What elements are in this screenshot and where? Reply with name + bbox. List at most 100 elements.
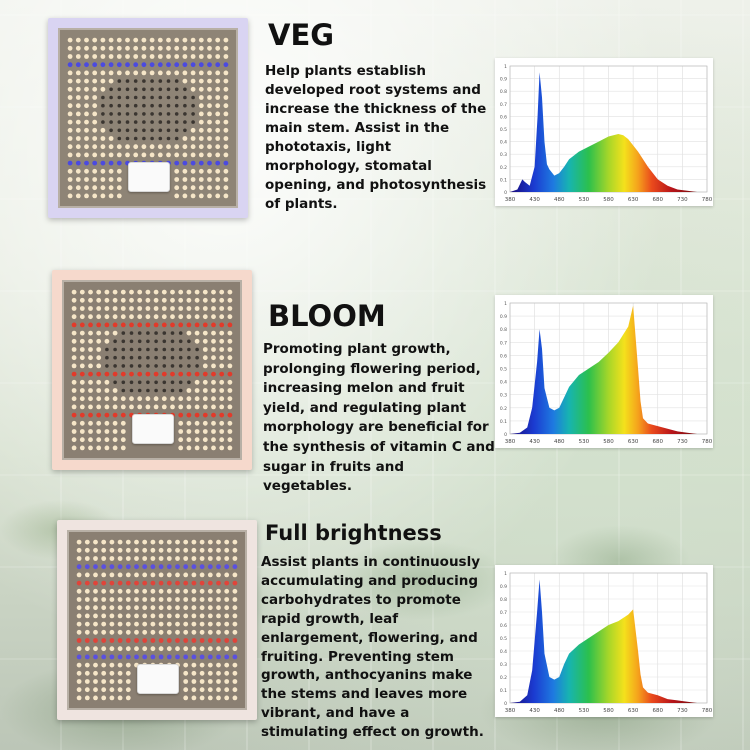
led-chip bbox=[134, 572, 139, 578]
led-chip bbox=[183, 670, 189, 676]
led-chip bbox=[109, 687, 115, 693]
led-chip bbox=[166, 621, 172, 627]
led-chip bbox=[178, 347, 183, 352]
led-chip bbox=[211, 396, 216, 402]
led-chip bbox=[170, 331, 175, 335]
led-chip bbox=[79, 322, 85, 328]
led-chip bbox=[120, 289, 126, 295]
led-chip bbox=[142, 539, 148, 545]
led-chip bbox=[93, 547, 98, 553]
led-chip bbox=[88, 445, 93, 451]
led-chip bbox=[104, 289, 110, 295]
led-chip bbox=[183, 556, 189, 561]
led-chip bbox=[216, 580, 221, 586]
led-chip bbox=[194, 445, 200, 451]
led-chip bbox=[232, 613, 238, 619]
x-tick-label: 630 bbox=[628, 439, 639, 445]
x-tick-label: 380 bbox=[505, 439, 516, 445]
led-chip bbox=[174, 95, 179, 100]
led-chip bbox=[88, 412, 93, 418]
led-chip bbox=[190, 136, 196, 141]
led-chip bbox=[175, 539, 180, 545]
led-chip bbox=[79, 306, 85, 311]
bloom-spectrum-chart: 380 430 480 530 580 630 680 730 780 0 0.1 0.2 0.3 0.4… bbox=[495, 295, 713, 448]
led-chip bbox=[75, 193, 81, 199]
led-chip bbox=[224, 580, 230, 586]
led-chip bbox=[227, 445, 233, 451]
led-chip bbox=[166, 95, 171, 100]
led-chip bbox=[154, 355, 158, 360]
led-chip bbox=[227, 330, 233, 336]
led-chip bbox=[109, 679, 115, 684]
led-chip bbox=[101, 662, 107, 668]
led-chip bbox=[71, 420, 77, 426]
led-chip bbox=[67, 160, 73, 166]
led-chip bbox=[175, 654, 180, 660]
led-chip bbox=[191, 539, 197, 545]
led-chip bbox=[84, 613, 90, 619]
led-chip bbox=[84, 127, 89, 133]
led-chip bbox=[117, 670, 123, 676]
led-chip bbox=[96, 322, 102, 328]
led-chip bbox=[199, 621, 205, 627]
led-chip bbox=[84, 185, 89, 191]
led-chip bbox=[84, 621, 90, 627]
led-chip bbox=[150, 613, 156, 619]
veg-title: VEG bbox=[268, 18, 335, 52]
led-chip bbox=[183, 654, 189, 660]
bloom-description: Promoting plant growth, prolonging flowe… bbox=[263, 341, 495, 495]
led-chip bbox=[183, 128, 187, 133]
led-chip bbox=[223, 70, 229, 76]
led-chip bbox=[195, 347, 199, 352]
led-chip bbox=[224, 679, 230, 684]
veg-description: Help plants establish developed root sys… bbox=[265, 63, 487, 212]
led-chip bbox=[67, 95, 73, 100]
x-tick-label: 430 bbox=[529, 197, 540, 203]
led-chip bbox=[117, 120, 122, 124]
led-chip bbox=[223, 54, 229, 59]
led-chip bbox=[71, 347, 77, 352]
spectrum-area bbox=[510, 305, 707, 434]
led-chip bbox=[112, 396, 118, 402]
y-tick-label: 0.5 bbox=[500, 127, 507, 133]
led-chip bbox=[198, 127, 204, 133]
x-tick-label: 530 bbox=[579, 439, 590, 445]
led-chip bbox=[101, 629, 107, 635]
led-chip bbox=[219, 306, 225, 311]
led-chip bbox=[142, 87, 146, 92]
led-chip bbox=[109, 564, 115, 570]
led-chip bbox=[116, 152, 122, 158]
led-chip bbox=[158, 621, 164, 627]
y-tick-label: 1 bbox=[504, 64, 507, 70]
led-chip bbox=[158, 597, 164, 602]
led-chip bbox=[92, 45, 98, 51]
led-chip bbox=[134, 613, 139, 619]
led-chip bbox=[207, 168, 212, 174]
led-chip bbox=[108, 193, 114, 199]
led-chip bbox=[129, 347, 134, 352]
led-chip bbox=[198, 193, 204, 199]
led-chip bbox=[224, 588, 230, 594]
led-chip bbox=[142, 588, 148, 594]
led-chip bbox=[75, 70, 81, 76]
led-chip bbox=[194, 396, 200, 402]
led-chip bbox=[146, 364, 150, 368]
led-chip bbox=[75, 136, 81, 141]
led-chip bbox=[150, 646, 156, 652]
led-chip bbox=[170, 314, 175, 320]
led-chip bbox=[120, 437, 126, 443]
led-chip bbox=[224, 547, 230, 553]
led-chip bbox=[182, 37, 188, 43]
led-chip bbox=[195, 364, 199, 368]
led-chip bbox=[71, 404, 77, 410]
led-chip bbox=[232, 621, 238, 627]
led-chip bbox=[146, 331, 150, 335]
led-chip bbox=[190, 45, 196, 51]
led-chip bbox=[183, 679, 189, 684]
y-tick-label: 0.1 bbox=[500, 688, 507, 694]
led-chip bbox=[116, 144, 122, 150]
led-chip bbox=[88, 289, 93, 295]
led-chip bbox=[175, 588, 180, 594]
led-chip bbox=[211, 355, 216, 361]
led-chip bbox=[71, 355, 77, 361]
